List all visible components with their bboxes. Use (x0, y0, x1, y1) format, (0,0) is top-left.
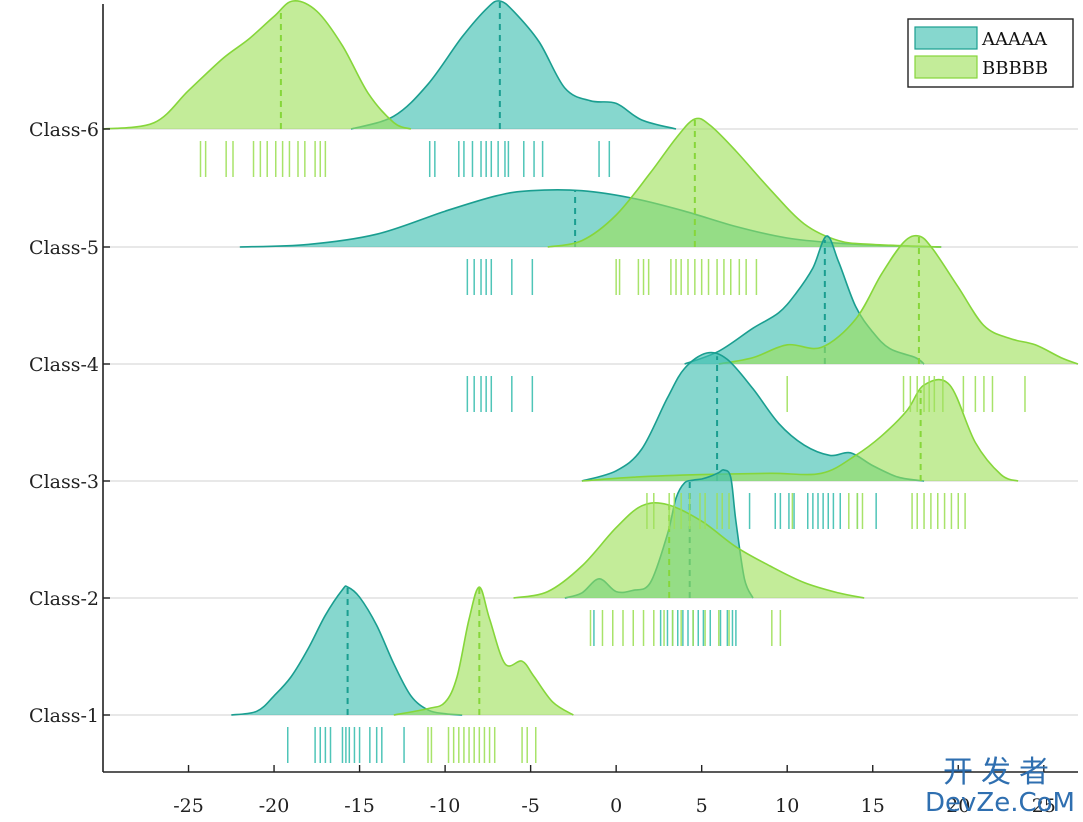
ridge-outline-BBBBB-Class-3 (581, 378, 1019, 482)
ridge-outline-AAAAA-Class-6 (350, 0, 677, 130)
ridge-area-BBBBB-Class-2 (513, 502, 865, 598)
legend-label-BBBBB: BBBBB (982, 58, 1048, 79)
ridge-area-AAAAA-Class-5 (239, 189, 942, 247)
ridge-area-BBBBB-Class-4 (718, 235, 1078, 364)
y-tick-label-Class-6: Class-6 (29, 119, 99, 141)
y-tick-label-Class-5: Class-5 (29, 237, 99, 259)
legend: AAAAA BBBBB (907, 18, 1074, 88)
ridge-outline-BBBBB-Class-2 (513, 502, 865, 599)
watermark-logo: 开发者 DevZe.CoM (925, 755, 1075, 818)
ridge-area-BBBBB-Class-6 (103, 0, 411, 129)
x-tick-label--5: -5 (521, 795, 540, 817)
y-tick-label-Class-3: Class-3 (29, 471, 99, 493)
x-tick-label-15: 15 (861, 795, 885, 817)
x-tick-label-0: 0 (610, 795, 622, 817)
x-tick-label--25: -25 (173, 795, 204, 817)
x-tick-label--10: -10 (430, 795, 461, 817)
legend-label-AAAAA: AAAAA (981, 29, 1048, 50)
x-tick-label--20: -20 (259, 795, 290, 817)
x-tick-label-25: 25 (1032, 795, 1056, 817)
ridge-area-AAAAA-Class-3 (581, 352, 925, 481)
x-tick-label--15: -15 (344, 795, 375, 817)
legend-swatch-BBBBB (914, 55, 978, 79)
ridges (102, 0, 1079, 716)
axes: -25 -20 -15 -10 -5 0 5 10 15 20 25 Class-1 Class-2 Cl… (29, 4, 1078, 817)
ridge-outline-BBBBB-Class-4 (718, 234, 1079, 365)
ridge-outline-BBBBB-Class-5 (547, 117, 942, 248)
ridge-area-AAAAA-Class-1 (231, 585, 463, 715)
x-tick-label-5: 5 (696, 795, 708, 817)
x-tick-label-10: 10 (775, 795, 799, 817)
ridge-area-BBBBB-Class-3 (581, 379, 1019, 481)
rug-ticks (199, 141, 1026, 763)
ridge-area-AAAAA-Class-6 (351, 0, 676, 130)
y-tick-label-Class-2: Class-2 (29, 588, 99, 610)
legend-swatch-AAAAA (914, 26, 978, 50)
x-tick-label-20: 20 (946, 795, 970, 817)
ridge-outline-AAAAA-Class-1 (231, 585, 463, 716)
y-tick-label-Class-4: Class-4 (29, 354, 99, 376)
y-tick-label-Class-1: Class-1 (29, 705, 99, 727)
ridge-area-BBBBB-Class-1 (393, 587, 574, 715)
ridge-outline-BBBBB-Class-1 (393, 586, 574, 716)
ridge-outline-BBBBB-Class-6 (102, 0, 412, 130)
ridge-area-BBBBB-Class-5 (547, 118, 942, 248)
